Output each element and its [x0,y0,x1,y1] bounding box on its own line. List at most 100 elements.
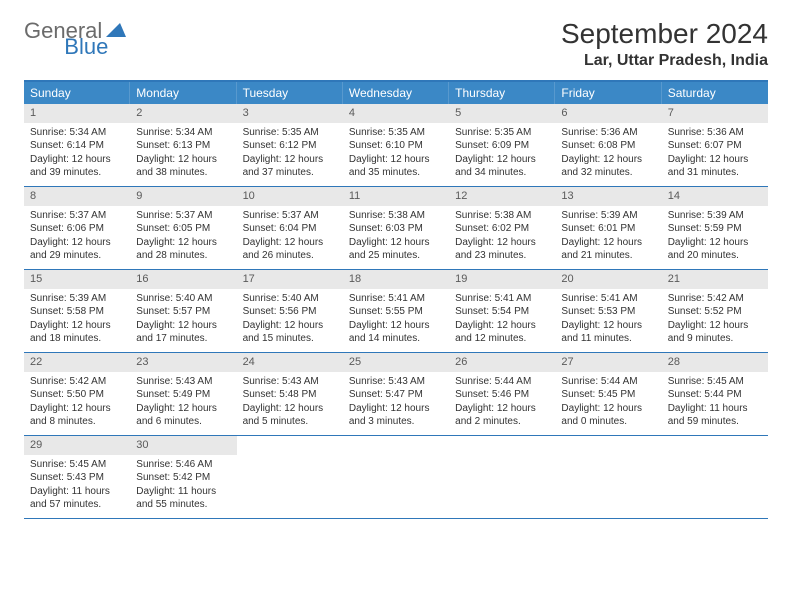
sunrise-line: Sunrise: 5:38 AM [349,209,443,223]
sunset-line: Sunset: 6:13 PM [136,139,230,153]
day-cell: 16Sunrise: 5:40 AMSunset: 5:57 PMDayligh… [130,270,236,352]
daylight-line-2: and 38 minutes. [136,166,230,180]
daylight-line-2: and 2 minutes. [455,415,549,429]
page: General Blue September 2024 Lar, Uttar P… [0,0,792,537]
day-number: 12 [449,187,555,206]
daylight-line-1: Daylight: 12 hours [561,236,655,250]
day-cell: 21Sunrise: 5:42 AMSunset: 5:52 PMDayligh… [662,270,768,352]
day-cell: 12Sunrise: 5:38 AMSunset: 6:02 PMDayligh… [449,187,555,269]
daylight-line-2: and 5 minutes. [243,415,337,429]
sunset-line: Sunset: 6:02 PM [455,222,549,236]
day-body: Sunrise: 5:46 AMSunset: 5:42 PMDaylight:… [130,455,236,518]
day-cell: 15Sunrise: 5:39 AMSunset: 5:58 PMDayligh… [24,270,130,352]
day-body: Sunrise: 5:45 AMSunset: 5:44 PMDaylight:… [662,372,768,435]
daylight-line-1: Daylight: 12 hours [30,319,124,333]
daylight-line-1: Daylight: 12 hours [668,319,762,333]
weekday-friday: Friday [555,82,661,104]
daylight-line-2: and 9 minutes. [668,332,762,346]
weekday-saturday: Saturday [662,82,768,104]
daylight-line-1: Daylight: 12 hours [136,153,230,167]
day-cell: 18Sunrise: 5:41 AMSunset: 5:55 PMDayligh… [343,270,449,352]
day-cell: 27Sunrise: 5:44 AMSunset: 5:45 PMDayligh… [555,353,661,435]
daylight-line-1: Daylight: 11 hours [668,402,762,416]
sunrise-line: Sunrise: 5:39 AM [668,209,762,223]
day-cell [237,436,343,518]
sunrise-line: Sunrise: 5:41 AM [349,292,443,306]
sunrise-line: Sunrise: 5:36 AM [668,126,762,140]
sunset-line: Sunset: 5:43 PM [30,471,124,485]
sunrise-line: Sunrise: 5:34 AM [30,126,124,140]
day-cell: 3Sunrise: 5:35 AMSunset: 6:12 PMDaylight… [237,104,343,186]
daylight-line-2: and 59 minutes. [668,415,762,429]
day-body: Sunrise: 5:39 AMSunset: 6:01 PMDaylight:… [555,206,661,269]
daylight-line-2: and 32 minutes. [561,166,655,180]
title-block: September 2024 Lar, Uttar Pradesh, India [561,18,768,70]
day-number: 27 [555,353,661,372]
sunset-line: Sunset: 5:46 PM [455,388,549,402]
sunrise-line: Sunrise: 5:35 AM [349,126,443,140]
day-number: 15 [24,270,130,289]
calendar-week: 8Sunrise: 5:37 AMSunset: 6:06 PMDaylight… [24,187,768,270]
sunset-line: Sunset: 5:54 PM [455,305,549,319]
sunrise-line: Sunrise: 5:45 AM [30,458,124,472]
day-number: 14 [662,187,768,206]
day-body: Sunrise: 5:39 AMSunset: 5:59 PMDaylight:… [662,206,768,269]
sunset-line: Sunset: 5:48 PM [243,388,337,402]
sunset-line: Sunset: 5:59 PM [668,222,762,236]
daylight-line-1: Daylight: 12 hours [561,153,655,167]
day-number: 30 [130,436,236,455]
day-cell: 10Sunrise: 5:37 AMSunset: 6:04 PMDayligh… [237,187,343,269]
day-number: 11 [343,187,449,206]
daylight-line-2: and 28 minutes. [136,249,230,263]
month-title: September 2024 [561,18,768,50]
day-body: Sunrise: 5:42 AMSunset: 5:50 PMDaylight:… [24,372,130,435]
daylight-line-1: Daylight: 12 hours [668,236,762,250]
sunrise-line: Sunrise: 5:39 AM [30,292,124,306]
daylight-line-1: Daylight: 12 hours [561,319,655,333]
day-number: 23 [130,353,236,372]
sunset-line: Sunset: 5:47 PM [349,388,443,402]
calendar-week: 15Sunrise: 5:39 AMSunset: 5:58 PMDayligh… [24,270,768,353]
day-body: Sunrise: 5:40 AMSunset: 5:57 PMDaylight:… [130,289,236,352]
sunrise-line: Sunrise: 5:43 AM [243,375,337,389]
daylight-line-1: Daylight: 12 hours [455,153,549,167]
sunrise-line: Sunrise: 5:37 AM [30,209,124,223]
sunrise-line: Sunrise: 5:37 AM [136,209,230,223]
daylight-line-1: Daylight: 12 hours [136,402,230,416]
day-cell: 2Sunrise: 5:34 AMSunset: 6:13 PMDaylight… [130,104,236,186]
header: General Blue September 2024 Lar, Uttar P… [24,18,768,70]
weekday-thursday: Thursday [449,82,555,104]
sunset-line: Sunset: 6:01 PM [561,222,655,236]
day-number: 25 [343,353,449,372]
day-cell: 20Sunrise: 5:41 AMSunset: 5:53 PMDayligh… [555,270,661,352]
sunrise-line: Sunrise: 5:42 AM [668,292,762,306]
day-number: 17 [237,270,343,289]
daylight-line-1: Daylight: 12 hours [349,319,443,333]
daylight-line-2: and 34 minutes. [455,166,549,180]
sunrise-line: Sunrise: 5:41 AM [561,292,655,306]
sunset-line: Sunset: 6:06 PM [30,222,124,236]
daylight-line-2: and 57 minutes. [30,498,124,512]
daylight-line-1: Daylight: 12 hours [349,236,443,250]
daylight-line-1: Daylight: 11 hours [30,485,124,499]
daylight-line-2: and 15 minutes. [243,332,337,346]
sunrise-line: Sunrise: 5:39 AM [561,209,655,223]
day-body: Sunrise: 5:43 AMSunset: 5:47 PMDaylight:… [343,372,449,435]
sunset-line: Sunset: 6:10 PM [349,139,443,153]
sunrise-line: Sunrise: 5:38 AM [455,209,549,223]
day-number: 29 [24,436,130,455]
day-body: Sunrise: 5:41 AMSunset: 5:55 PMDaylight:… [343,289,449,352]
weekday-wednesday: Wednesday [343,82,449,104]
daylight-line-2: and 37 minutes. [243,166,337,180]
day-cell: 28Sunrise: 5:45 AMSunset: 5:44 PMDayligh… [662,353,768,435]
sunrise-line: Sunrise: 5:35 AM [243,126,337,140]
daylight-line-2: and 0 minutes. [561,415,655,429]
sunset-line: Sunset: 6:14 PM [30,139,124,153]
weekday-row: Sunday Monday Tuesday Wednesday Thursday… [24,82,768,104]
day-cell: 13Sunrise: 5:39 AMSunset: 6:01 PMDayligh… [555,187,661,269]
daylight-line-2: and 25 minutes. [349,249,443,263]
day-body: Sunrise: 5:42 AMSunset: 5:52 PMDaylight:… [662,289,768,352]
daylight-line-1: Daylight: 11 hours [136,485,230,499]
sunset-line: Sunset: 6:04 PM [243,222,337,236]
day-body: Sunrise: 5:35 AMSunset: 6:10 PMDaylight:… [343,123,449,186]
